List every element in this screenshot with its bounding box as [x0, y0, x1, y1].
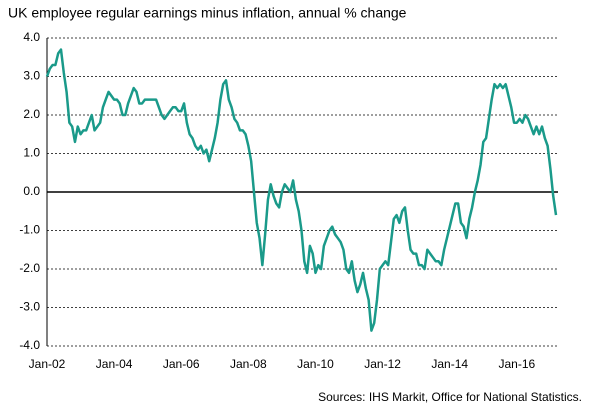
x-tick-label: Jan-02: [29, 357, 66, 371]
y-tick-label: 2.0: [23, 107, 40, 121]
x-tick-label: Jan-08: [230, 357, 267, 371]
y-tick-label: -4.0: [19, 338, 40, 352]
data-line: [45, 48, 558, 332]
source-note: Sources: IHS Markit, Office for National…: [318, 390, 582, 404]
x-tick-label: Jan-04: [96, 357, 133, 371]
x-tick-label: Jan-16: [498, 357, 535, 371]
y-tick-label: -3.0: [19, 300, 40, 314]
y-tick-label: 3.0: [23, 69, 40, 83]
x-tick-label: Jan-10: [297, 357, 334, 371]
x-tick-label: Jan-12: [364, 357, 401, 371]
x-tick-label: Jan-06: [163, 357, 200, 371]
y-tick-label: -1.0: [19, 223, 40, 237]
y-tick-label: 1.0: [23, 146, 40, 160]
y-tick-label: -2.0: [19, 261, 40, 275]
y-tick-label: 0.0: [23, 184, 40, 198]
x-tick-label: Jan-14: [431, 357, 468, 371]
chart-title: UK employee regular earnings minus infla…: [8, 5, 407, 21]
y-tick-label: 4.0: [23, 30, 40, 44]
